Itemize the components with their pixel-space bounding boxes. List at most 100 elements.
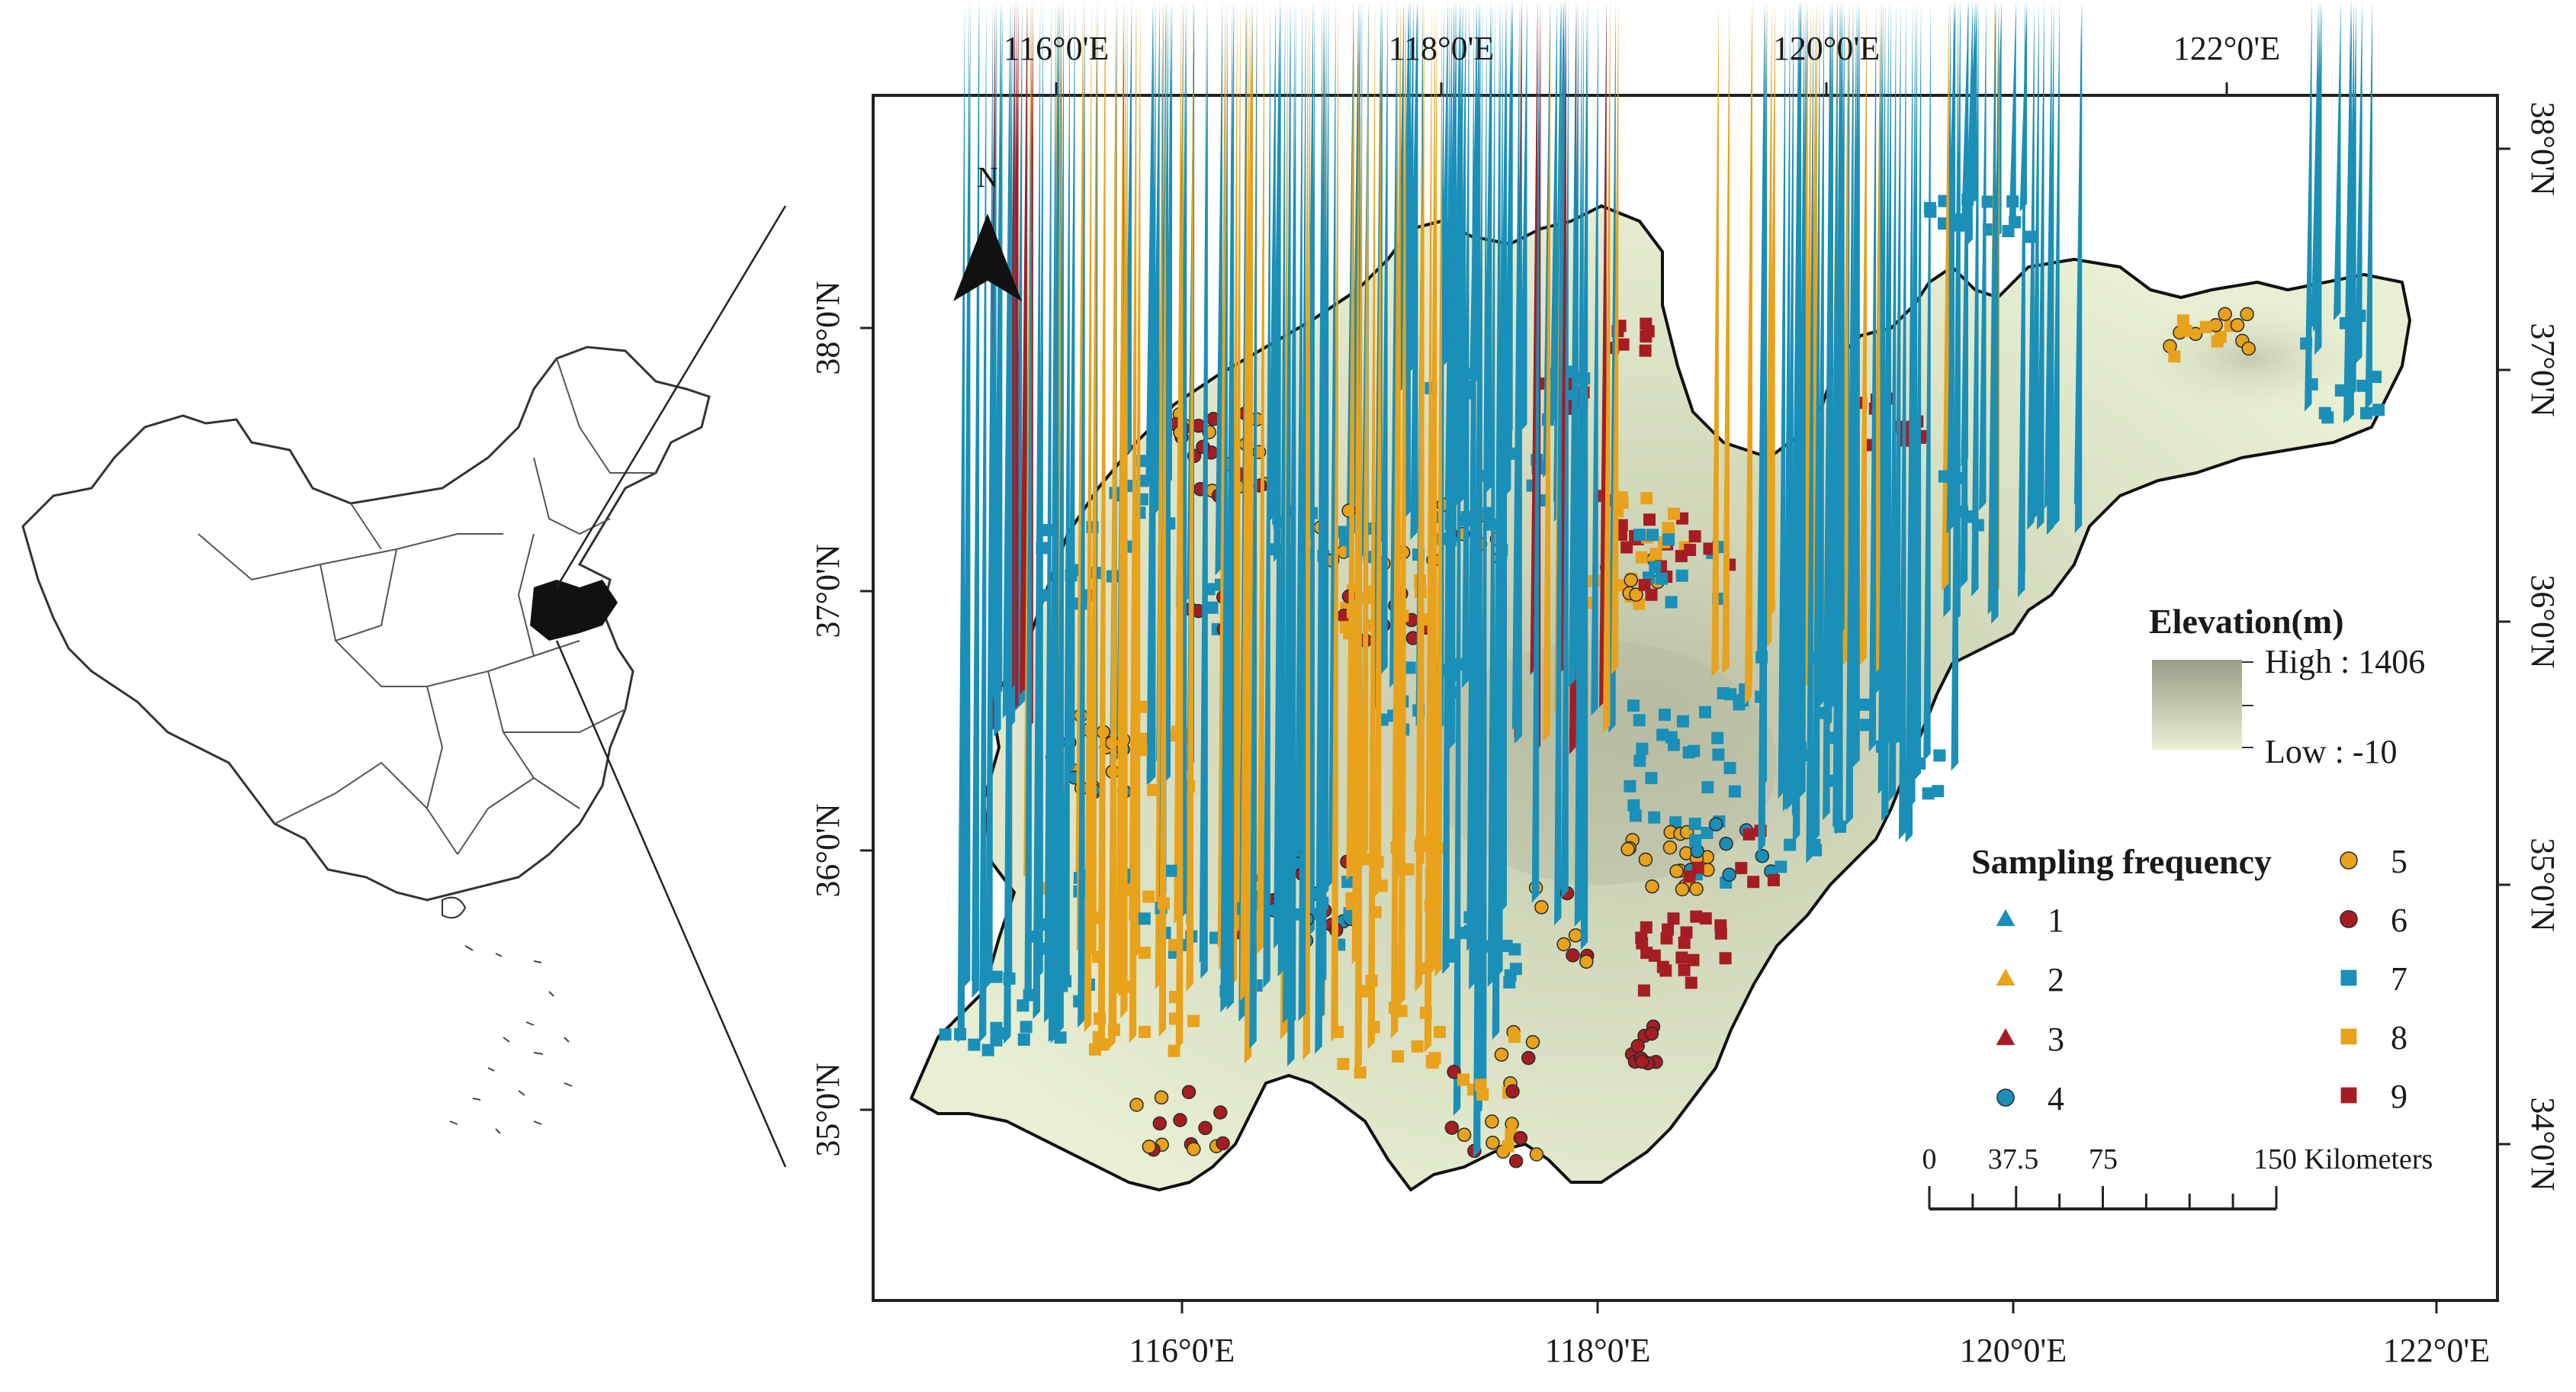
sample-point [1360, 0, 1369, 859]
sample-point [1033, 0, 1041, 1020]
sample-point [1094, 1012, 1107, 1025]
sample-point [1620, 541, 1633, 554]
sample-point [1474, 1079, 1487, 1091]
sample-point [1415, 0, 1423, 992]
sample-point [1443, 938, 1456, 951]
sample-point [2334, 384, 2347, 397]
sample-point [1742, 828, 1755, 841]
sample-point [1792, 0, 1800, 843]
sample-point [1486, 1135, 1500, 1150]
left-lat-tick-label: 38°0'N [809, 281, 846, 375]
legend-label-1: 1 [2048, 902, 2064, 939]
sample-point [2009, 0, 2016, 233]
sample-point [1055, 979, 1068, 992]
sample-point [1004, 0, 1011, 1044]
sample-point [989, 0, 997, 702]
sample-point [1633, 754, 1646, 767]
sample-point [957, 0, 965, 1043]
elevation-high-label: High : 1406 [2265, 643, 2425, 680]
sample-point [1969, 0, 1977, 200]
sample-point [1923, 0, 1931, 762]
top-lon-tick-label: 118°0'E [1389, 30, 1495, 67]
sample-point [2241, 341, 2256, 356]
sample-point [1165, 864, 1178, 877]
sample-point [1640, 317, 1653, 330]
legend-label-9: 9 [2391, 1078, 2407, 1115]
sample-point [2027, 0, 2035, 530]
sample-point [2344, 0, 2352, 389]
sample-point [1401, 0, 1409, 375]
sample-point [2179, 324, 2192, 337]
sample-point [1988, 0, 1996, 577]
sample-point [1457, 1073, 1469, 1086]
right-lat-tick-label: 34°0'N [2524, 1097, 2562, 1191]
sample-point [992, 1027, 1005, 1040]
sample-point [1675, 951, 1688, 964]
sample-point [1307, 0, 1315, 938]
sample-point [2024, 230, 2037, 243]
sample-point [990, 970, 1003, 983]
sample-point [1472, 0, 1479, 386]
sample-point [1463, 911, 1476, 924]
right-lat-tick-label: 37°0'N [2524, 323, 2562, 416]
sample-point [1638, 579, 1651, 591]
sample-point [1388, 1001, 1401, 1014]
top-lon-tick-label: 122°0'E [2173, 30, 2280, 67]
sample-point [1373, 0, 1382, 898]
sample-point [2046, 0, 2054, 535]
sample-point [1392, 1050, 1405, 1062]
sample-point [1676, 715, 1689, 728]
sample-point [1132, 0, 1141, 960]
sample-point [1703, 542, 1716, 555]
sample-point [1735, 862, 1748, 875]
sample-point [2305, 0, 2312, 412]
sample-point [2369, 371, 2382, 384]
sample-point [1263, 0, 1270, 989]
sample-point [1508, 1030, 1521, 1043]
province-boundaries [198, 358, 656, 855]
sample-point [1317, 0, 1325, 1022]
sample-point [1723, 761, 1736, 774]
hainan-island [442, 896, 467, 919]
sample-point [1722, 867, 1736, 882]
sample-point [1163, 0, 1171, 784]
sample-point [1283, 0, 1290, 1024]
sample-point [1531, 0, 1540, 903]
legend-symbol-3 [1996, 1028, 2016, 1046]
legend-label-6: 6 [2391, 902, 2407, 939]
sample-point [1947, 0, 1954, 503]
sample-point [1277, 0, 1286, 977]
china-inset-map [21, 205, 787, 1168]
sample-point [1655, 572, 1668, 585]
sample-point [1152, 1116, 1168, 1131]
sample-point [1142, 890, 1155, 903]
sample-point [2230, 317, 2245, 333]
sample-point [1956, 506, 1969, 518]
sample-point [1858, 698, 1871, 711]
sample-point [1020, 1021, 1033, 1034]
sample-point [1711, 0, 1719, 677]
sample-point [1910, 0, 1918, 779]
sample-point [1441, 0, 1448, 369]
legend-symbol-5 [2340, 851, 2358, 870]
sample-point [1067, 0, 1075, 776]
sample-point [1688, 530, 1701, 543]
sample-point [1434, 0, 1442, 977]
sample-point [1550, 0, 1557, 426]
sample-point [2211, 335, 2224, 348]
sample-point [1274, 0, 1281, 949]
left-lat-tick-label: 35°0'N [809, 1062, 846, 1156]
sample-point [1360, 985, 1373, 998]
sample-point [1084, 0, 1092, 1033]
sample-point [1485, 1114, 1499, 1129]
sample-point [1637, 984, 1650, 997]
scale-bar-label: 150 Kilometers [2253, 1143, 2433, 1175]
sample-point [1447, 1065, 1461, 1079]
sample-point [1685, 976, 1698, 989]
sample-point [1701, 781, 1714, 794]
elevation-legend-title: Elevation(m) [2149, 602, 2344, 641]
sample-point [1078, 0, 1085, 1028]
sample-point [1675, 550, 1688, 563]
left-lat-tick-label: 36°0'N [809, 803, 846, 897]
